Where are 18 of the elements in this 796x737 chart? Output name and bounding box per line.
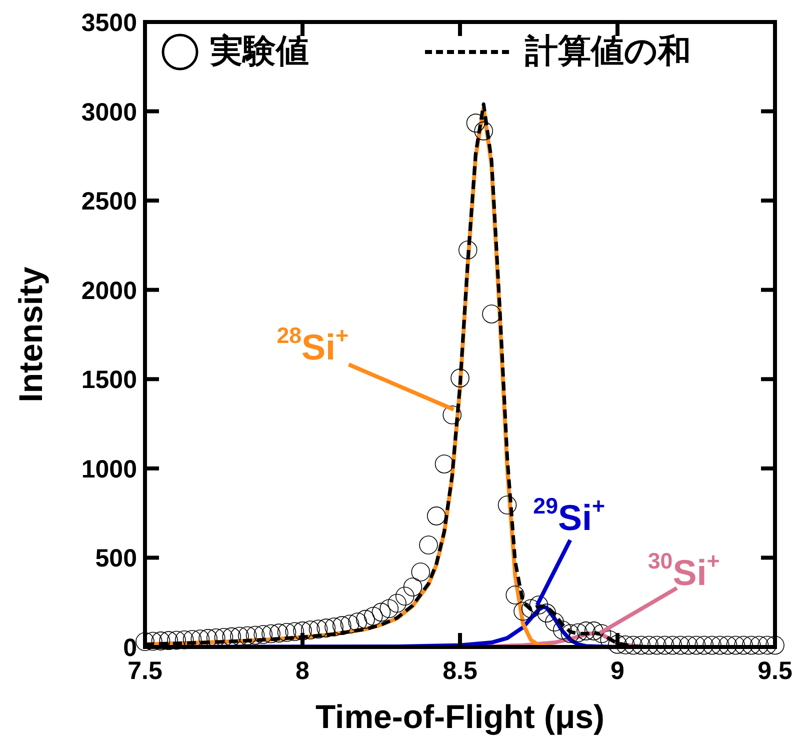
legend-label: 計算値の和 bbox=[524, 32, 691, 69]
x-tick-label: 8.5 bbox=[442, 657, 478, 685]
annotation: $^{28}$Si$^{+}$ bbox=[276, 322, 349, 368]
legend-label: 実験値 bbox=[209, 32, 309, 69]
y-tick-label: 2500 bbox=[81, 188, 137, 216]
annotation: $^{30}$Si$^{+}$ bbox=[648, 548, 720, 594]
x-tick-label: 8 bbox=[296, 657, 310, 685]
y-tick-label: 2000 bbox=[81, 276, 137, 305]
y-tick-label: 1000 bbox=[81, 455, 137, 484]
annotation: $^{29}$Si$^{+}$ bbox=[533, 493, 606, 538]
x-axis-title: Time-of-Flight (μs) bbox=[315, 698, 605, 735]
y-tick-label: 3000 bbox=[81, 98, 137, 126]
x-tick-label: 9 bbox=[610, 657, 624, 685]
y-axis-title: Intensity bbox=[12, 266, 49, 402]
y-tick-label: 500 bbox=[95, 544, 137, 573]
x-tick-label: 9.5 bbox=[758, 657, 792, 685]
y-tick-label: 3500 bbox=[81, 9, 137, 37]
y-tick-label: 1500 bbox=[81, 366, 137, 394]
